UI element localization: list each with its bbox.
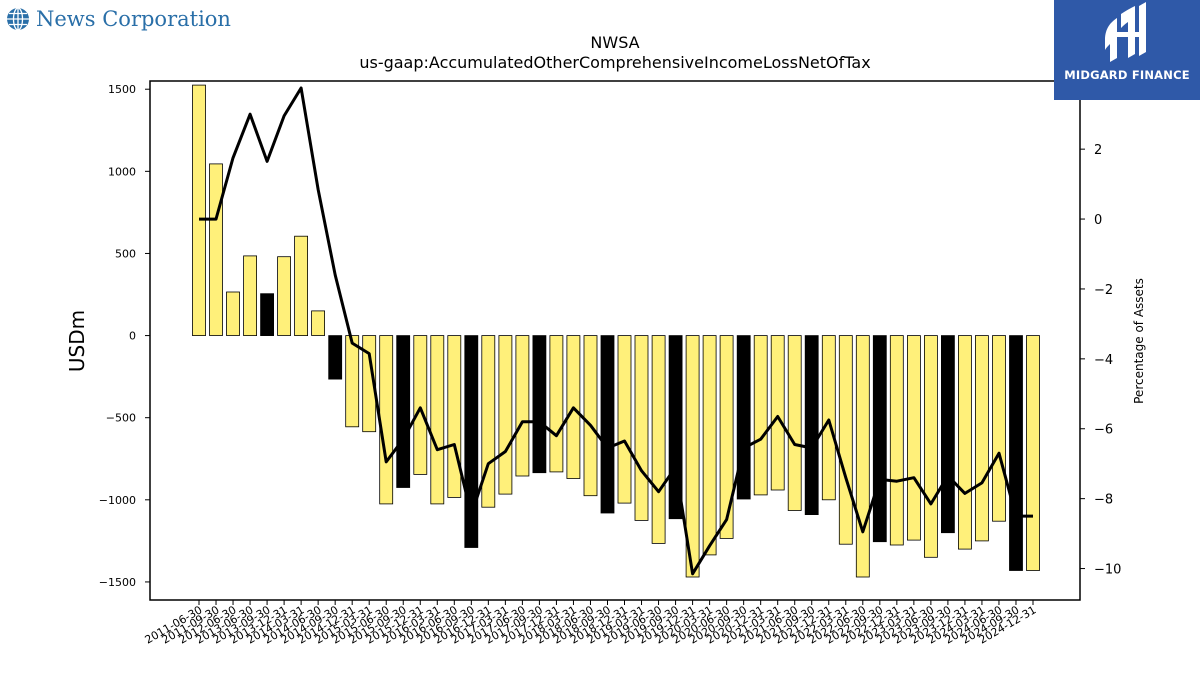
bar-2014-12-31 — [345, 335, 360, 428]
bar-2024-06-30 — [992, 335, 1006, 522]
y-tick-label: −1500 — [99, 576, 136, 589]
y-axis-label: USDm — [65, 310, 89, 372]
y2-tick-label: −2 — [1094, 283, 1113, 298]
bar-2020-12-31 — [753, 335, 768, 496]
bar-2024-09-30 — [1009, 335, 1023, 571]
bar-2023-12-31 — [958, 335, 972, 550]
y-tick-label: 1000 — [108, 165, 136, 178]
bar-2012-06-30 — [226, 291, 240, 336]
y2-tick-label: 0 — [1094, 213, 1102, 228]
bar-2013-09-30 — [260, 293, 275, 337]
bar-2015-06-30 — [379, 335, 394, 505]
bar-2011-06-30 — [192, 84, 206, 336]
y-tick-label: −500 — [106, 412, 136, 425]
bar-2016-03-31 — [430, 335, 445, 505]
midgard-finance-label: MIDGARD FINANCE — [1064, 68, 1190, 82]
y-tick-label: 500 — [115, 247, 136, 260]
bar-2015-12-31 — [413, 335, 428, 475]
chart-title: NWSA — [590, 33, 639, 52]
bar-2015-03-31 — [362, 335, 377, 433]
y-tick-label: 1500 — [108, 83, 136, 96]
brand-header: News Corporation — [6, 5, 231, 33]
globe-icon — [7, 7, 29, 31]
bar-2021-12-31 — [821, 335, 836, 501]
bar-2022-09-30 — [872, 335, 887, 543]
bar-2013-06-30 — [243, 255, 258, 336]
bar-2017-09-30 — [532, 335, 547, 474]
bar-2017-06-30 — [515, 335, 530, 477]
bar-2023-06-30 — [924, 335, 938, 558]
bar-2024-12-31 — [1026, 335, 1040, 571]
bar-2022-06-30 — [855, 335, 870, 578]
bar-2020-06-30 — [719, 335, 734, 539]
bar-2013-12-31 — [277, 256, 292, 336]
bar-2016-09-30 — [464, 335, 479, 548]
bar-2016-12-31 — [481, 335, 496, 508]
bar-2019-03-31 — [634, 335, 649, 521]
y-tick-label: 0 — [129, 330, 136, 343]
bar-2020-03-31 — [702, 335, 717, 556]
bar-2014-06-30 — [311, 310, 326, 336]
bar-2018-09-30 — [600, 335, 615, 514]
bar-2017-03-31 — [498, 335, 513, 495]
y-tick-label: −1000 — [99, 494, 136, 507]
y-axis-left: −1500 −1000 −500 0 500 1000 1500 — [99, 83, 150, 589]
bar-2018-06-30 — [583, 335, 598, 497]
bar-2015-09-30 — [396, 335, 411, 488]
y2-tick-label: −10 — [1094, 563, 1121, 578]
y2-tick-label: −6 — [1094, 423, 1113, 438]
chart-subtitle: us-gaap:AccumulatedOtherComprehensiveInc… — [359, 53, 870, 72]
bar-2017-12-31 — [549, 335, 564, 473]
y2-tick-label: 2 — [1094, 143, 1102, 158]
bar-2016-06-30 — [447, 335, 462, 498]
bar-2021-03-31 — [770, 335, 785, 491]
midgard-finance-watermark: MIDGARD FINANCE — [1054, 0, 1200, 100]
y2-axis-label: Percentage of Assets — [1132, 278, 1146, 404]
y-axis-right: −10 −8 −6 −4 −2 0 2 — [1080, 143, 1121, 578]
bar-2018-12-31 — [617, 335, 632, 504]
y2-tick-label: −8 — [1094, 493, 1113, 508]
bar-2021-09-30 — [804, 335, 819, 516]
bar-2024-03-31 — [975, 335, 989, 542]
bar-2014-03-31 — [294, 235, 309, 336]
brand-name: News Corporation — [36, 7, 231, 31]
bar-2023-09-30 — [941, 335, 955, 534]
bar-2021-06-30 — [787, 335, 802, 511]
x-axis: 2011-06-302011-09-302012-06-302013-06-30… — [143, 600, 1039, 647]
bar-2023-03-31 — [907, 335, 921, 541]
bar-2019-12-31 — [685, 335, 700, 578]
midgard-logo-icon — [1105, 2, 1146, 62]
bar-2019-06-30 — [651, 335, 666, 544]
bar-2011-09-30 — [209, 163, 223, 336]
bar-2022-12-31 — [889, 335, 904, 546]
bar-2020-09-30 — [736, 335, 751, 500]
bar-2014-09-30 — [328, 335, 343, 380]
bar-group — [192, 84, 1040, 578]
y2-tick-label: −4 — [1094, 353, 1113, 368]
plot-frame — [149, 80, 1081, 601]
bar-2022-03-31 — [838, 335, 853, 545]
series-line-percentage-of-assets — [199, 86, 1033, 576]
